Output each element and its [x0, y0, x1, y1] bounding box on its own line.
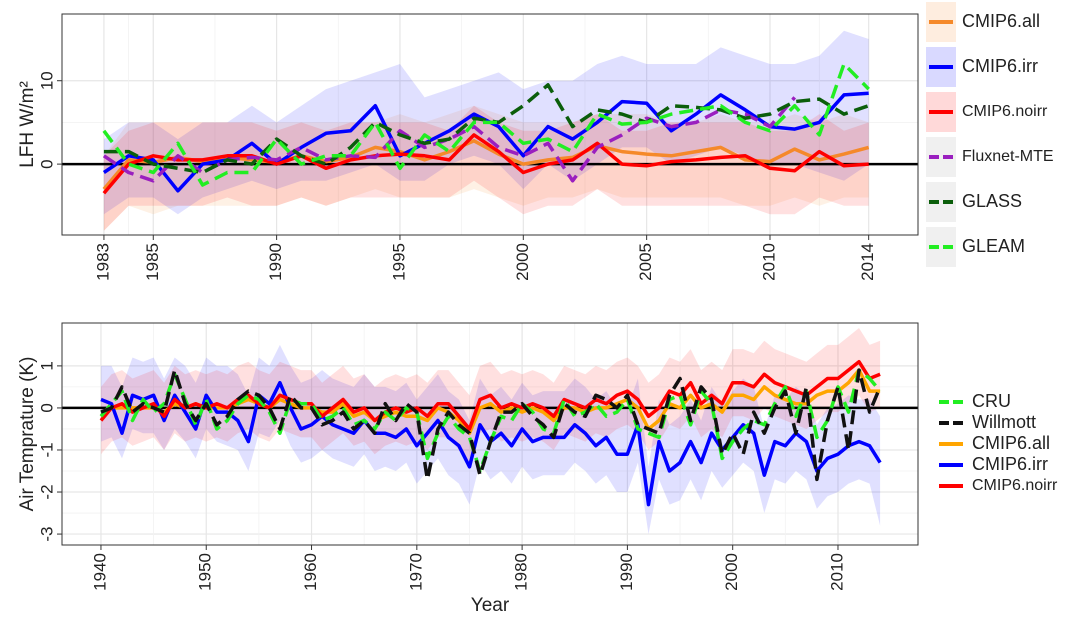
y-tick-label: -3 [37, 527, 56, 542]
y-tick-label: -1 [37, 442, 56, 457]
x-tick-label: 1970 [406, 553, 425, 591]
plot-frame [61, 13, 919, 236]
legend-label: CMIP6.all [972, 433, 1050, 453]
legend-label: CMIP6.irr [972, 454, 1048, 474]
series-line [100, 368, 882, 482]
legend-label: GLEAM [962, 236, 1025, 256]
x-tick-label: 1940 [90, 553, 109, 591]
legend-label: CMIP6.noirr [972, 477, 1058, 494]
y-tick-label: 10 [37, 71, 56, 90]
plot-frame [61, 322, 919, 546]
series-line [102, 62, 870, 187]
x-axis-label: Year [471, 595, 510, 616]
y-tick-label: 1 [37, 361, 56, 370]
series-line [99, 359, 881, 431]
x-tick-label: 1960 [301, 553, 320, 591]
legend-label: CMIP6.all [962, 11, 1040, 31]
series-line [103, 83, 870, 175]
y-axis-label: LFH W/m² [17, 81, 38, 168]
x-tick-label: 2005 [636, 243, 655, 281]
y-axis-label: Air Temprature (K) [17, 357, 38, 512]
x-tick-label: 1950 [196, 553, 215, 591]
x-tick-label: 2000 [722, 553, 741, 591]
legend-label: Willmott [972, 412, 1036, 432]
y-tick-label: 0 [37, 403, 56, 412]
x-tick-label: 1995 [389, 243, 408, 281]
legend-label: Fluxnet-MTE [962, 148, 1054, 165]
legend-label: CMIP6.noirr [962, 103, 1048, 120]
legend-label: CRU [972, 391, 1011, 411]
x-tick-label: 1983 [93, 243, 112, 281]
x-tick-label: 1980 [512, 553, 531, 591]
x-tick-label: 2010 [827, 553, 846, 591]
x-tick-label: 2010 [759, 243, 778, 281]
legend-label: CMIP6.irr [962, 56, 1038, 76]
x-tick-label: 2000 [513, 243, 532, 281]
plot-background [62, 323, 918, 545]
ribbon [103, 105, 869, 231]
x-tick-label: 2014 [858, 243, 877, 281]
legend-label: GLASS [962, 191, 1022, 211]
ribbon [103, 105, 869, 231]
series-line [102, 96, 797, 183]
y-tick-label: 0 [37, 159, 56, 168]
y-tick-label: -2 [37, 484, 56, 499]
series-line [102, 133, 869, 195]
x-tick-label: 1985 [143, 243, 162, 281]
x-tick-label: 1990 [617, 553, 636, 591]
x-tick-label: 1990 [266, 243, 285, 281]
